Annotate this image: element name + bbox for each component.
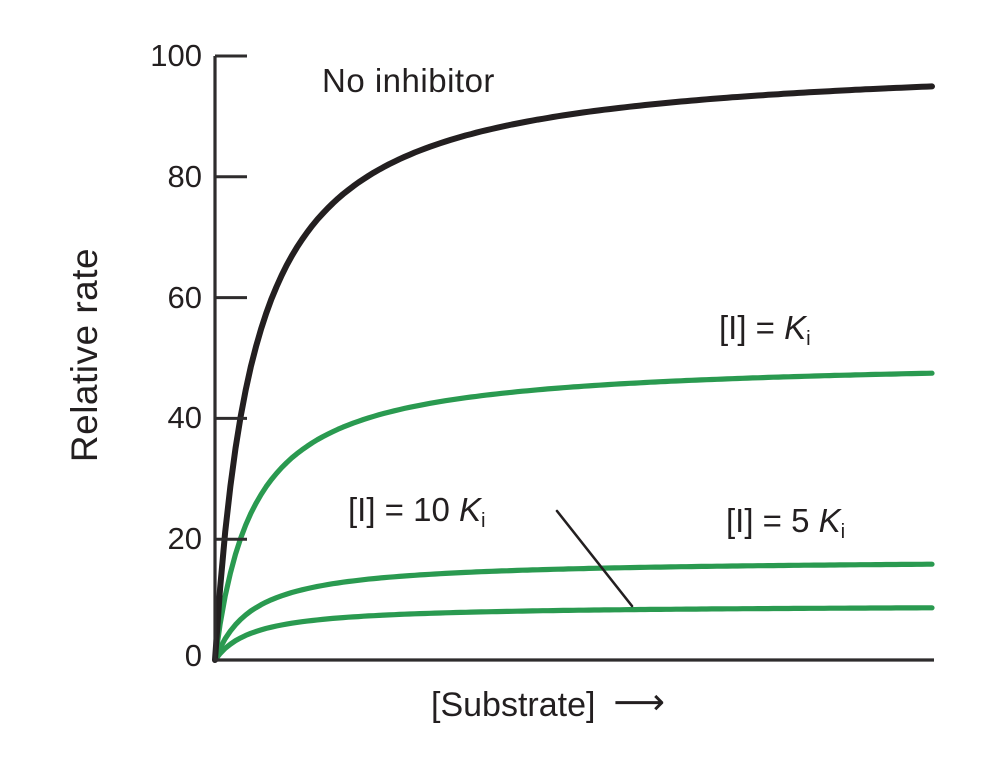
curve-label-ki: [I] = Ki [719,309,811,350]
curve-label-5ki: [I] = 5 Ki [726,502,846,543]
curve-no-inhibitor [212,83,935,663]
x-axis-title-text: [Substrate] [431,686,596,724]
curve-i-ki [212,370,935,663]
y-tick-label: 0 [184,638,202,673]
curve-label-no-inhibitor: No inhibitor [322,62,495,99]
y-axis-title: Relative rate [64,247,105,463]
axes [213,56,934,662]
ki-symbol: K [784,309,807,346]
ki-subscript: i [481,508,486,532]
y-tick-label: 80 [167,158,202,194]
ki-subscript: i [806,326,811,350]
x-axis-title: [Substrate] ⟶ [431,682,666,725]
leader-line-10ki [555,509,634,608]
curve-label-5ki-text: [I] = 5 [726,502,819,539]
curve-label-10ki-text: [I] = 10 [348,491,459,528]
curve-label-10ki: [I] = 10 Ki [348,491,486,532]
curve-i-10-ki [212,605,935,663]
ki-symbol: K [818,502,841,539]
curve-i-5-ki [212,561,935,663]
right-arrow-icon: ⟶ [613,682,666,723]
ki-subscript: i [840,519,846,543]
curve-label-ki-text: [I] = [719,309,785,346]
y-tick-label: 100 [150,38,202,73]
ki-symbol: K [459,491,482,528]
y-tick-label: 40 [167,400,202,436]
y-tick-label: 20 [167,521,202,557]
y-tick-label: 60 [167,279,202,315]
